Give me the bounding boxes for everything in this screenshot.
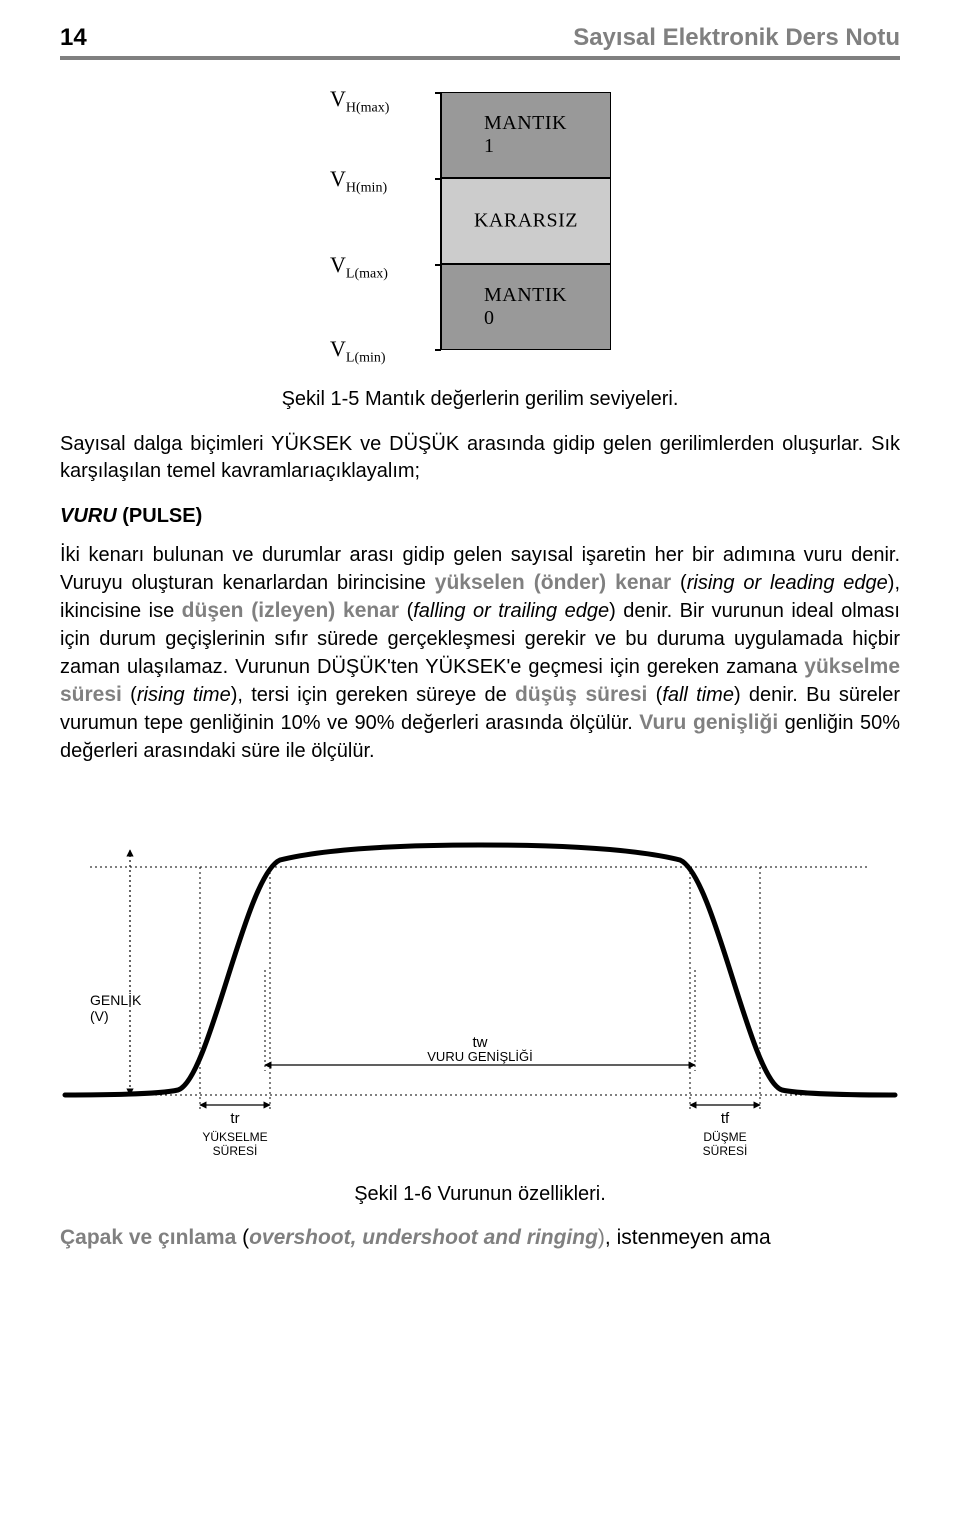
band-label: MANTIK 1 (484, 112, 568, 158)
figure-1-6-caption: Şekil 1-6 Vurunun özellikleri. (60, 1183, 900, 1206)
figure-1-5-caption: Şekil 1-5 Mantık değerlerin gerilim sevi… (60, 388, 900, 411)
band-label: MANTIK 0 (484, 284, 568, 330)
final-line: Çapak ve çınlama (overshoot, undershoot … (60, 1226, 900, 1250)
label-vhmax: VH(max) (330, 86, 389, 116)
svg-text:YÜKSELME: YÜKSELME (202, 1130, 267, 1144)
label-vhmin: VH(min) (330, 166, 387, 196)
band-mantik-1: MANTIK 1 (441, 92, 611, 178)
intro-paragraph: Sayısal dalga biçimleri YÜKSEK ve DÜŞÜK … (60, 431, 900, 485)
band-kararsiz: KARARSIZ (441, 178, 611, 264)
svg-text:(V): (V) (90, 1008, 109, 1024)
band-label: KARARSIZ (474, 210, 578, 233)
svg-text:DÜŞME: DÜŞME (703, 1130, 746, 1144)
svg-text:VURU GENİŞLİĞİ: VURU GENİŞLİĞİ (427, 1049, 532, 1064)
band-mantik-0: MANTIK 0 (441, 264, 611, 350)
svg-text:SÜRESİ: SÜRESİ (213, 1144, 258, 1158)
header-title: Sayısal Elektronik Ders Notu (105, 24, 900, 52)
header-rule (60, 56, 900, 60)
page-header: 14 Sayısal Elektronik Ders Notu (60, 24, 900, 52)
label-vlmin: VL(min) (330, 336, 386, 366)
label-vlmax: VL(max) (330, 252, 388, 282)
vuru-paragraph: İki kenarı bulunan ve durumlar arası gid… (60, 542, 900, 765)
page-number: 14 (60, 24, 87, 52)
figure-1-5: VH(max) VH(min) VL(max) VL(min) MANTIK 1… (60, 92, 900, 372)
section-heading-vuru: VURU (PULSE) (60, 505, 900, 528)
logic-level-bars: MANTIK 1 KARARSIZ MANTIK 0 (440, 92, 610, 350)
svg-text:GENLİK: GENLİK (90, 991, 142, 1008)
svg-text:tr: tr (230, 1110, 239, 1127)
figure-1-6: GENLİK(V)twVURU GENİŞLİĞİtrYÜKSELMESÜRES… (60, 795, 900, 1175)
svg-text:tf: tf (721, 1110, 730, 1127)
svg-text:SÜRESİ: SÜRESİ (703, 1144, 748, 1158)
